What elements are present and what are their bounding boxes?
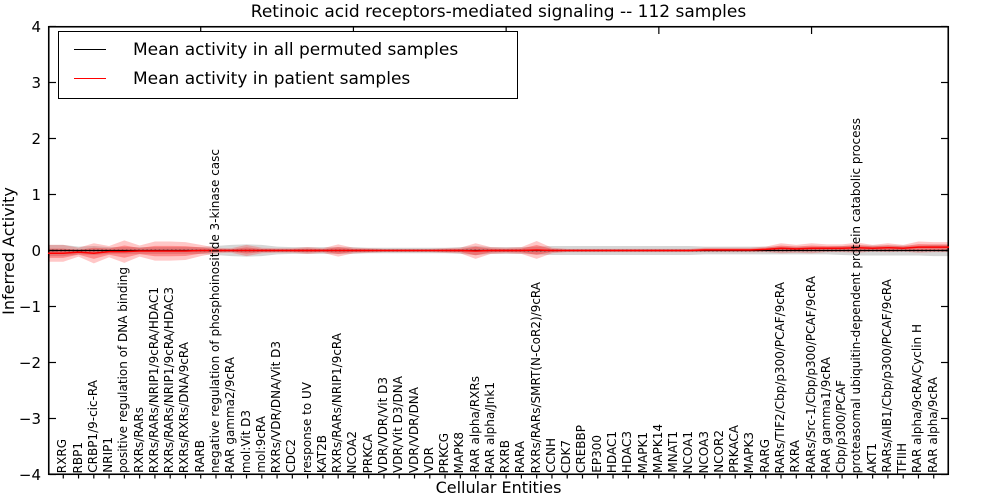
- x-tick-label: RXRs/RARs/NRIP1/9cRA/HDAC3: [162, 286, 177, 473]
- x-tick-label: RARs/Src-1/Cbp/p300/PCAF/9cRA: [803, 276, 818, 473]
- x-tick-label: TFIIH: [895, 442, 910, 473]
- x-tick-label: VDR: [421, 447, 436, 473]
- x-tick-label: MAPK1: [635, 431, 650, 473]
- x-tick-label: RXRs/RARs/NRIP1/9cRA/HDAC1: [146, 286, 161, 473]
- x-tick-label: RXRA: [788, 440, 803, 473]
- x-tick-label: RAR alpha/RXRs: [467, 376, 482, 473]
- x-tick-label: mol:Vit D3: [238, 409, 253, 473]
- x-tick-label: Cbp/p300/PCAF: [834, 380, 849, 473]
- legend-box: Mean activity in all permuted samples Me…: [58, 31, 518, 99]
- x-axis-label: Cellular Entities: [435, 478, 562, 497]
- x-tick-label: RARG: [757, 439, 772, 473]
- x-tick-label: PRKCA: [360, 433, 375, 473]
- x-tick-label: CRBP1/9-cic-RA: [85, 380, 100, 473]
- x-tick-label: NCOA3: [696, 430, 711, 473]
- x-tick-label: RXRs/RARs/NRIP1/9cRA: [330, 333, 345, 473]
- x-tick-label: CCNH: [543, 438, 558, 473]
- x-tick-label: RARs/AIB1/Cbp/p300/PCAF/9cRA: [879, 279, 894, 473]
- x-tick-label: MNAT1: [666, 431, 681, 473]
- x-tick-label: KAT2B: [314, 434, 329, 473]
- y-tick-label: 4: [31, 17, 41, 36]
- x-tick-label: VDR/VDR/DNA: [406, 386, 421, 473]
- x-tick-label: MAPK14: [650, 424, 665, 473]
- y-tick-label: 0: [31, 241, 41, 260]
- x-tick-label: CREBBP: [574, 425, 589, 473]
- x-tick-label: RXRs/RXRs/DNA/9cRA: [177, 341, 192, 473]
- legend-label: Mean activity in all permuted samples: [133, 39, 459, 60]
- x-tick-label: RAR alpha/Jnk1: [482, 381, 497, 473]
- x-tick-label: positive regulation of DNA binding: [116, 267, 131, 473]
- y-tick-label: −3: [18, 409, 41, 428]
- x-tick-label: RXRB: [498, 439, 513, 473]
- x-tick-label: negative regulation of phosphoinositide …: [207, 149, 222, 473]
- legend-entry-patient: Mean activity in patient samples: [59, 64, 517, 93]
- legend-label: Mean activity in patient samples: [133, 68, 411, 89]
- x-tick-label: NCOR2: [711, 430, 726, 473]
- x-tick-label: NCOA1: [681, 430, 696, 473]
- x-tick-label: VDR/VDR/Vit D3: [375, 376, 390, 473]
- y-tick-label: 3: [31, 73, 41, 92]
- x-tick-label: EP300: [589, 435, 604, 473]
- x-tick-label: VDR/Vit D3/DNA: [391, 376, 406, 473]
- x-tick-label: NCOA2: [345, 430, 360, 473]
- x-tick-label: RAR gamma1/9cRA: [818, 357, 833, 473]
- y-tick-label: −1: [18, 297, 41, 316]
- patient-std-band: [48, 240, 949, 264]
- chart-canvas: [47, 25, 950, 479]
- x-tick-label: proteasomal ubiquitin-dependent protein …: [849, 117, 864, 473]
- x-tick-label: HDAC1: [605, 430, 620, 473]
- x-tick-label: RAR alpha/9cRA: [925, 377, 940, 473]
- legend-line-black: [74, 49, 106, 50]
- x-tick-label: RXRs/RARs/SMRT(N-CoR2)/9cRA: [528, 281, 543, 473]
- x-tick-label: NRIP1: [101, 437, 116, 473]
- y-tick-label: −2: [18, 353, 41, 372]
- x-tick-label: RAR alpha/9cRA/Cyclin H: [910, 323, 925, 473]
- x-tick-label: RBP1: [70, 441, 85, 473]
- x-tick-label: RAR gamma2/9cRA: [223, 357, 238, 473]
- legend-entry-permuted: Mean activity in all permuted samples: [59, 35, 517, 64]
- x-tick-label: RARA: [513, 440, 528, 473]
- x-tick-label: RXRG: [55, 438, 70, 473]
- patient-std-band-inner: [48, 244, 949, 259]
- x-tick-label: response to UV: [299, 381, 314, 473]
- x-tick-label: PRKCG: [437, 432, 452, 473]
- x-tick-label: CDC2: [284, 439, 299, 473]
- x-tick-label: AKT1: [864, 442, 879, 473]
- y-tick-label: 1: [31, 185, 41, 204]
- x-tick-label: MAPK8: [452, 431, 467, 473]
- x-tick-label: RARB: [192, 440, 207, 473]
- x-tick-label: RXRs/RARs: [131, 407, 146, 473]
- x-tick-label: RARs/TIF2/Cbp/p300/PCAF/9cRA: [773, 281, 788, 473]
- x-tick-label: PRKACA: [727, 425, 742, 473]
- y-tick-label: −4: [18, 465, 41, 484]
- x-tick-label: CDK7: [559, 439, 574, 473]
- chart-title: Retinoic acid receptors-mediated signali…: [250, 2, 747, 22]
- plot-area: RXRG RBP1 CRBP1/9-cic-RA NRIP1 positive regu…: [47, 25, 950, 479]
- legend-line-red: [74, 78, 106, 79]
- x-tick-label: mol:9cRA: [253, 416, 268, 473]
- x-tick-label: RXRs/VDR/DNA/Vit D3: [269, 340, 284, 473]
- patient-mean-line: [48, 246, 949, 255]
- x-tick-label: MAPK3: [742, 431, 757, 473]
- x-tick-label: HDAC3: [620, 430, 635, 473]
- y-tick-label: 2: [31, 129, 41, 148]
